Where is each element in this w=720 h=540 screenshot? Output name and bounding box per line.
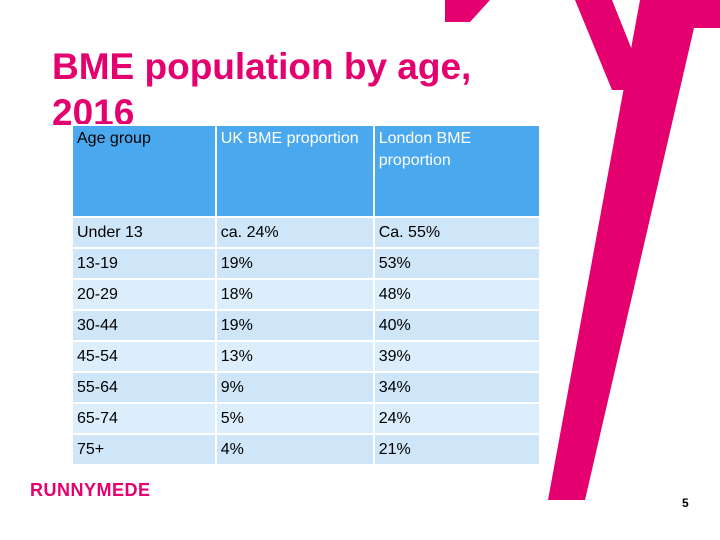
cell-age-group: 55-64 [71, 371, 217, 404]
table-row: 65-74 5% 24% [71, 402, 542, 435]
cell-london-bme: 39% [372, 340, 542, 373]
cell-london-bme: 53% [372, 247, 542, 280]
cell-age-group: Under 13 [71, 216, 217, 249]
runnymede-logo: RUNNYMEDE [30, 480, 151, 501]
cell-age-group: 20-29 [71, 278, 217, 311]
cell-uk-bme: 5% [214, 402, 375, 435]
pink-stripe-right [548, 0, 720, 500]
table-row: 55-64 9% 34% [71, 371, 542, 404]
table-row: 30-44 19% 40% [71, 309, 542, 342]
cell-london-bme: 40% [372, 309, 542, 342]
page-number: 5 [682, 496, 689, 510]
cell-age-group: 45-54 [71, 340, 217, 373]
header-london-bme: London BME proportion [372, 124, 542, 218]
cell-uk-bme: ca. 24% [214, 216, 375, 249]
cell-uk-bme: 9% [214, 371, 375, 404]
cell-uk-bme: 13% [214, 340, 375, 373]
table-row: 13-19 19% 53% [71, 247, 542, 280]
cell-london-bme: 34% [372, 371, 542, 404]
cell-age-group: 75+ [71, 433, 217, 466]
slide-title: BME population by age, 2016 [52, 46, 472, 133]
cell-london-bme: 24% [372, 402, 542, 435]
header-age-group: Age group [71, 124, 217, 218]
logo-text: RUNNYMEDE [30, 480, 151, 500]
cell-london-bme: 48% [372, 278, 542, 311]
cell-uk-bme: 18% [214, 278, 375, 311]
table-header-row: Age group UK BME proportion London BME p… [71, 124, 542, 218]
table-row: 75+ 4% 21% [71, 433, 542, 466]
cell-london-bme: 21% [372, 433, 542, 466]
bme-age-table: Age group UK BME proportion London BME p… [71, 124, 542, 466]
cell-age-group: 30-44 [71, 309, 217, 342]
cell-london-bme: Ca. 55% [372, 216, 542, 249]
table-row: 20-29 18% 48% [71, 278, 542, 311]
cell-uk-bme: 19% [214, 309, 375, 342]
cell-age-group: 13-19 [71, 247, 217, 280]
pink-stripe-left [445, 0, 490, 22]
cell-uk-bme: 19% [214, 247, 375, 280]
table-row: 45-54 13% 39% [71, 340, 542, 373]
cell-uk-bme: 4% [214, 433, 375, 466]
header-uk-bme: UK BME proportion [214, 124, 375, 218]
table-row: Under 13 ca. 24% Ca. 55% [71, 216, 542, 249]
cell-age-group: 65-74 [71, 402, 217, 435]
